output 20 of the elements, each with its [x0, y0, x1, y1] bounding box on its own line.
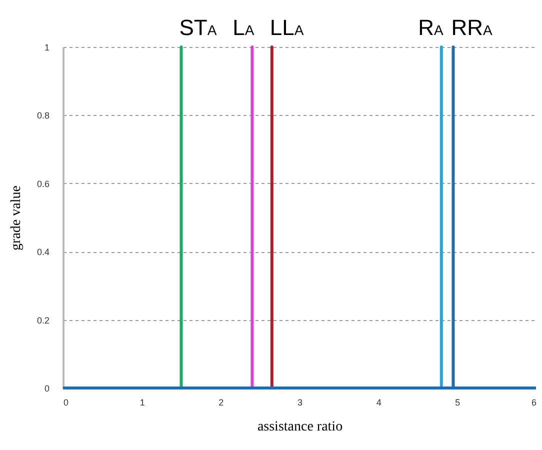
y-tick-label: 0 [44, 384, 50, 394]
x-axis-title: assistance ratio [257, 420, 343, 434]
y-tick-label: 0.4 [36, 247, 50, 258]
text: LA [232, 15, 254, 40]
text: STA [179, 15, 217, 40]
text: RRA [451, 15, 492, 40]
x-tick-label: 3 [297, 398, 303, 408]
y-tick-label: 1 [44, 42, 50, 52]
x-tick-label: 2 [218, 398, 224, 408]
y-tick-label: 0.8 [36, 110, 50, 121]
x-tick-label: 5 [455, 398, 460, 408]
x-tick-label: 0 [64, 398, 69, 408]
text: RA [418, 15, 444, 40]
y-tick-label: 0.2 [36, 315, 50, 326]
y-tick-label: 0.6 [36, 178, 50, 189]
y-axis-title: grade value [8, 186, 24, 250]
x-tick-label: 4 [376, 398, 382, 408]
x-tick-label: 6 [531, 398, 536, 408]
text: LLA [270, 15, 304, 40]
x-tick-label: 1 [140, 398, 145, 408]
